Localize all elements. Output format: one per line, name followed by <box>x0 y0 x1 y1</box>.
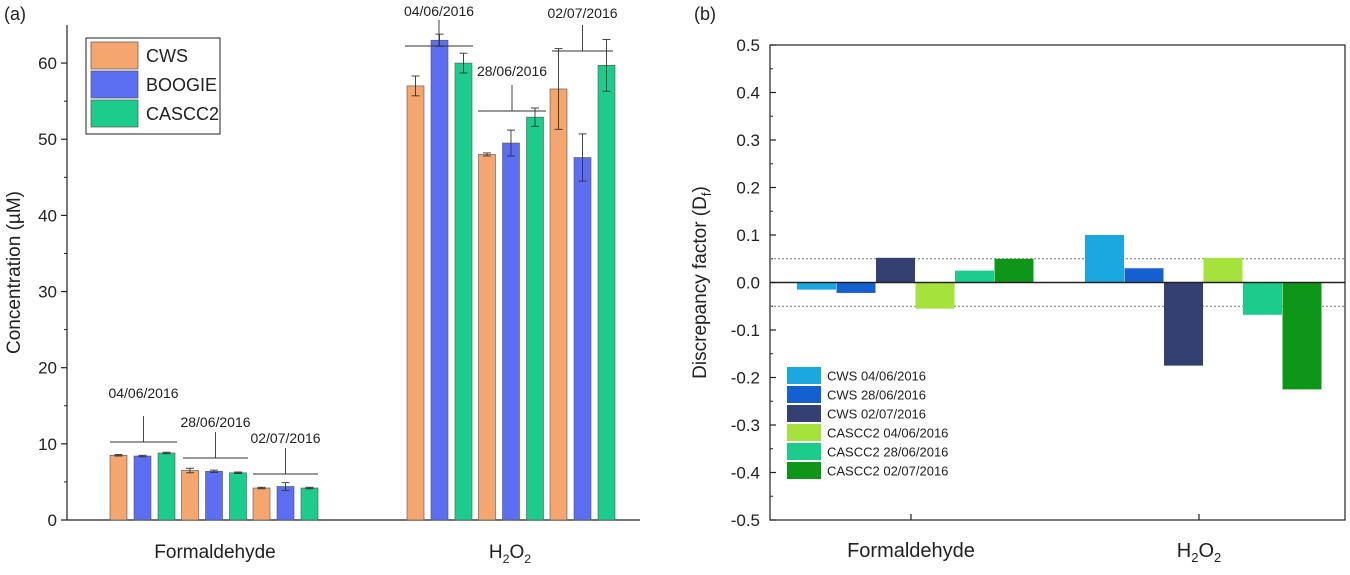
y-tick-label: 0.3 <box>736 131 760 150</box>
y-tick-label: 60 <box>38 54 57 73</box>
bar-cws-28-06-2016-formaldehyde <box>836 282 876 293</box>
date-annotation: 04/06/2016 <box>404 3 474 19</box>
panel-b-discrepancy-chart: (b) -0.5 -0.4 -0.3 -0.2 -0.1 0.0 0.1 0.2 0.3 0.4 0.… <box>690 4 1346 565</box>
y-tick-label: 0 <box>48 511 57 530</box>
y-tick-label: 0.0 <box>736 274 760 293</box>
bar-cascc2-formaldehyde <box>300 487 319 521</box>
y-tick-label: 0.2 <box>736 179 760 198</box>
bar-cascc2-h2o2 <box>597 65 616 521</box>
legend-swatch <box>787 424 821 441</box>
bar-cascc2-28-06-2016-formaldehyde <box>955 270 994 283</box>
legend-label: CASCC2 28/06/2016 <box>827 445 948 460</box>
panel-label-b: (b) <box>694 4 716 24</box>
legend-swatch-cascc2 <box>90 99 139 128</box>
bar-cws-formaldehyde <box>109 454 128 521</box>
y-axis-label-close: ) <box>690 186 711 192</box>
x-group-label-h2o2-h: H <box>1177 540 1191 562</box>
bar-boogie-h2o2 <box>502 142 520 521</box>
y-tick-label: -0.5 <box>731 511 760 530</box>
panel-a-concentration-chart: (a) 0 10 20 30 40 50 60 Concentration (µM) 04/06/… <box>4 3 640 566</box>
y-axis-label: Discrepancy factor (Df) <box>690 186 714 379</box>
bar-boogie-h2o2 <box>430 39 449 521</box>
bar-cascc2-28-06-2016-h2o2 <box>1243 282 1282 315</box>
bar-cws-04-06-2016-formaldehyde <box>797 282 836 290</box>
date-annotation: 04/06/2016 <box>108 385 178 401</box>
y-axis-label-sub: f <box>699 192 714 196</box>
legend-label: CWS 28/06/2016 <box>827 388 926 403</box>
legend-swatch <box>787 367 821 384</box>
date-annotation: 28/06/2016 <box>180 414 250 430</box>
x-group-label-h2o2-sub2: 2 <box>524 552 531 566</box>
y-tick-label: 20 <box>38 359 57 378</box>
bar-boogie-formaldehyde <box>205 470 223 521</box>
bar-cws-02-07-2016-formaldehyde <box>876 257 915 283</box>
y-axis-label: Concentration (µM) <box>4 191 25 354</box>
legend-label-cws: CWS <box>146 46 188 66</box>
x-group-label-h2o2-o: O <box>509 542 524 563</box>
legend-a: CWS BOOGIE CASCC2 <box>85 37 221 135</box>
legend-label-boogie: BOOGIE <box>146 75 217 95</box>
y-tick-label: -0.4 <box>731 464 760 483</box>
x-group-label-formaldehyde: Formaldehyde <box>154 542 275 563</box>
bar-cascc2-02-07-2016-formaldehyde <box>994 258 1034 283</box>
y-tick-label: 30 <box>38 283 57 302</box>
bar-cws-h2o2 <box>406 85 425 521</box>
bar-cws-h2o2 <box>549 88 568 521</box>
legend-swatch <box>787 462 821 479</box>
bar-cws-h2o2 <box>478 154 496 521</box>
bar-cascc2-formaldehyde <box>229 472 247 521</box>
legend-label: CWS 02/07/2016 <box>827 407 926 422</box>
legend-swatch-cws <box>90 41 139 70</box>
x-group-label-h2o2-sub2: 2 <box>1214 550 1221 565</box>
bar-cascc2-h2o2 <box>454 62 473 521</box>
bar-boogie-h2o2 <box>573 157 592 521</box>
legend-label: CASCC2 02/07/2016 <box>827 464 948 479</box>
legend-label: CWS 04/06/2016 <box>827 369 926 384</box>
bar-cws-02-07-2016-h2o2 <box>1164 282 1203 366</box>
y-tick-label: 0.4 <box>736 84 760 103</box>
bar-boogie-formaldehyde <box>133 455 152 521</box>
x-group-label-h2o2: H2O2 <box>489 542 531 566</box>
legend-label-cascc2: CASCC2 <box>146 104 219 124</box>
y-axis-label-main: Discrepancy factor (D <box>690 196 711 379</box>
date-annotation: 02/07/2016 <box>547 5 617 21</box>
y-tick-label: -0.3 <box>731 416 760 435</box>
legend-swatch-boogie <box>90 70 139 99</box>
bar-cws-formaldehyde <box>252 487 271 521</box>
x-group-label-h2o2-o: O <box>1198 540 1214 562</box>
bar-boogie-formaldehyde <box>276 486 295 521</box>
bar-cascc2-04-06-2016-h2o2 <box>1203 257 1243 283</box>
y-tick-label: -0.1 <box>731 321 760 340</box>
x-group-label-h2o2-sub1: 2 <box>503 552 510 566</box>
bar-cws-formaldehyde <box>181 470 199 521</box>
legend-swatch <box>787 443 821 460</box>
bar-cws-04-06-2016-h2o2 <box>1085 235 1124 283</box>
y-tick-label: 10 <box>38 435 57 454</box>
x-group-label-formaldehyde: Formaldehyde <box>847 540 975 562</box>
legend-swatch <box>787 386 821 403</box>
x-group-label-h2o2-h: H <box>489 542 503 563</box>
date-annotation: 28/06/2016 <box>477 63 547 79</box>
legend-b: CWS 04/06/2016 CWS 28/06/2016 CWS 02/07/20… <box>787 367 948 479</box>
y-tick-label: -0.2 <box>731 369 760 388</box>
date-annotation: 02/07/2016 <box>250 430 320 446</box>
y-tick-label: 50 <box>38 130 57 149</box>
x-group-label-h2o2-sub1: 2 <box>1191 550 1198 565</box>
y-tick-label: 40 <box>38 206 57 225</box>
y-tick-label: 0.1 <box>736 226 760 245</box>
bar-cascc2-04-06-2016-formaldehyde <box>915 282 955 309</box>
bar-cws-28-06-2016-h2o2 <box>1124 268 1164 283</box>
bar-cascc2-formaldehyde <box>157 452 176 521</box>
legend-label: CASCC2 04/06/2016 <box>827 426 948 441</box>
y-tick-label: 0.5 <box>736 36 760 55</box>
legend-swatch <box>787 405 821 422</box>
x-group-label-h2o2: H2O2 <box>1177 540 1221 565</box>
bar-cascc2-02-07-2016-h2o2 <box>1282 282 1322 390</box>
bar-cascc2-h2o2 <box>526 116 544 521</box>
panel-label-a: (a) <box>4 4 26 24</box>
